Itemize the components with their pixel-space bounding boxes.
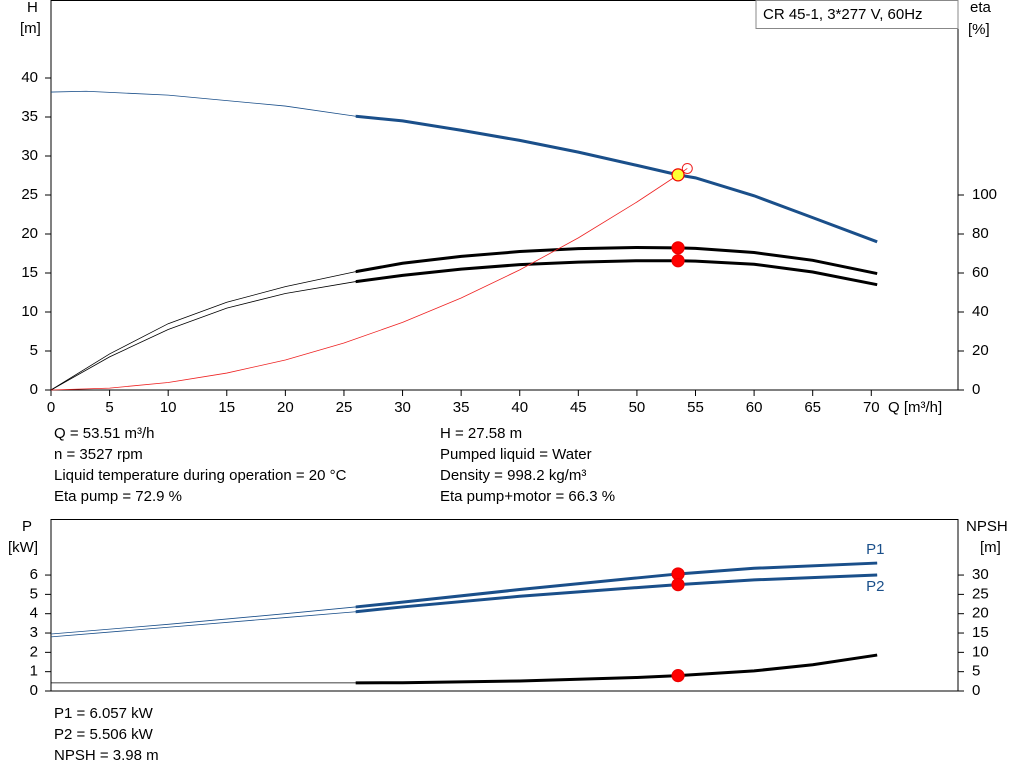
y2-tick-label: 15	[972, 624, 989, 641]
y-axis-label: H	[27, 0, 38, 16]
y-axis-label: P	[22, 518, 32, 535]
x-tick-label: 5	[105, 399, 113, 416]
curve-operating-range	[355, 573, 878, 614]
y2-tick-label: 10	[972, 643, 989, 660]
x-tick-label: 45	[570, 399, 587, 416]
y2-tick-label: 25	[972, 585, 989, 602]
info-text: Pumped liquid = Water	[440, 446, 592, 463]
curve-operating-range	[355, 653, 878, 685]
x-tick-label: 15	[218, 399, 235, 416]
info-text: H = 27.58 m	[440, 425, 522, 442]
x-tick-label: 10	[160, 399, 177, 416]
y2-tick-label: 0	[972, 682, 980, 699]
plot-frame	[50, 0, 959, 391]
curve-operating-range	[355, 561, 878, 609]
y-tick-label: 15	[21, 264, 38, 281]
curve-line	[51, 654, 878, 684]
y-tick-label: 35	[21, 108, 38, 125]
y2-axis-label: [%]	[968, 21, 990, 38]
y-tick-label: 6	[30, 566, 38, 583]
y2-tick-label: 0	[972, 381, 980, 398]
y-tick-label: 30	[21, 147, 38, 164]
y-tick-label: 20	[21, 225, 38, 242]
x-tick-label: 0	[47, 399, 55, 416]
operating-point	[671, 577, 685, 592]
plot-frame	[50, 519, 959, 692]
curve-end-marker	[681, 162, 693, 174]
y-tick-label: 5	[30, 342, 38, 359]
info-text: Liquid temperature during operation = 20…	[54, 467, 347, 484]
y-tick-label: 3	[30, 624, 38, 641]
x-tick-label: 55	[687, 399, 704, 416]
x-tick-label: 65	[804, 399, 821, 416]
curve-line	[50, 90, 878, 243]
curve-line	[50, 168, 688, 391]
info-text: P1 = 6.057 kW	[54, 705, 154, 722]
info-text: NPSH = 3.98 m	[54, 747, 159, 764]
x-tick-label: 35	[453, 399, 470, 416]
y-tick-label: 1	[30, 663, 38, 680]
curve-line	[50, 574, 878, 638]
x-tick-label: 70	[863, 399, 880, 416]
y2-tick-label: 80	[972, 225, 989, 242]
chart-title: CR 45-1, 3*277 V, 60Hz	[763, 6, 923, 23]
y-tick-label: 0	[30, 682, 38, 699]
y2-axis-label: [m]	[980, 539, 1001, 556]
y2-axis-label: NPSH	[966, 518, 1008, 535]
x-tick-label: 25	[336, 399, 353, 416]
y-tick-label: 2	[30, 643, 38, 660]
y2-tick-label: 100	[972, 186, 997, 203]
y2-tick-label: 40	[972, 303, 989, 320]
x-tick-label: 30	[394, 399, 411, 416]
y2-tick-label: 20	[972, 342, 989, 359]
info-text: n = 3527 rpm	[54, 446, 143, 463]
y2-axis-label: eta	[970, 0, 992, 16]
x-tick-label: 50	[629, 399, 646, 416]
y-tick-label: 5	[30, 585, 38, 602]
y-tick-label: 25	[21, 186, 38, 203]
operating-point	[671, 669, 685, 683]
y-axis-label: [m]	[20, 20, 41, 37]
operating-point	[671, 254, 685, 268]
y-axis-label: [kW]	[8, 539, 38, 556]
curve-operating-range	[355, 259, 878, 287]
y-tick-label: 0	[30, 381, 38, 398]
y2-tick-label: 60	[972, 264, 989, 281]
curve-operating-range	[355, 245, 878, 276]
curve-operating-range	[355, 114, 878, 244]
info-text: P2 = 5.506 kW	[54, 726, 154, 743]
info-text: Density = 998.2 kg/m³	[440, 467, 586, 484]
title-box	[755, 0, 959, 29]
y2-tick-label: 20	[972, 605, 989, 622]
y2-tick-label: 30	[972, 566, 989, 583]
curve-line	[50, 260, 878, 391]
info-text: Q = 53.51 m³/h	[54, 425, 154, 442]
x-tick-label: 20	[277, 399, 294, 416]
operating-point	[671, 168, 685, 182]
curve-line	[50, 562, 878, 635]
x-tick-label: 40	[511, 399, 528, 416]
x-tick-label: 60	[746, 399, 763, 416]
x-axis-label: Q [m³/h]	[888, 399, 942, 416]
series-label: P2	[866, 578, 884, 595]
y-tick-label: 10	[21, 303, 38, 320]
series-label: P1	[866, 541, 884, 558]
y-tick-label: 4	[30, 605, 38, 622]
operating-point	[671, 241, 685, 255]
info-text: Eta pump = 72.9 %	[54, 488, 182, 505]
y2-tick-label: 5	[972, 663, 980, 680]
y-tick-label: 40	[21, 69, 38, 86]
info-text: Eta pump+motor = 66.3 %	[440, 488, 615, 505]
